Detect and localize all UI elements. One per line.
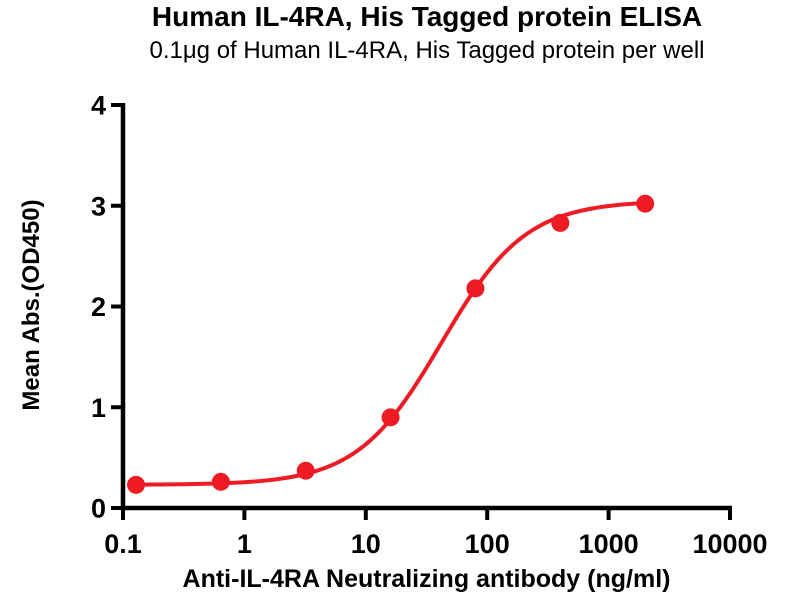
x-tick-label: 100: [465, 529, 510, 559]
y-tick-label: 0: [91, 494, 106, 524]
data-point: [296, 461, 315, 480]
y-tick-label: 3: [91, 191, 106, 221]
x-axis-title: Anti-IL-4RA Neutralizing antibody (ng/ml…: [183, 565, 671, 593]
x-tick-label: 10000: [692, 529, 767, 559]
data-point: [381, 408, 400, 427]
data-point: [551, 213, 570, 232]
x-tick-label: 1: [237, 529, 252, 559]
x-tick-label: 10: [351, 529, 381, 559]
chart-title: Human IL-4RA, His Tagged protein ELISA: [151, 1, 703, 32]
chart-subtitle: 0.1μg of Human IL-4RA, His Tagged protei…: [149, 37, 705, 64]
data-point: [466, 279, 485, 298]
x-tick-label: 0.1: [104, 529, 142, 559]
fit-curve: [134, 200, 648, 487]
y-tick-label: 4: [91, 91, 106, 121]
data-point: [127, 475, 146, 494]
data-point: [211, 472, 230, 491]
y-axis-title: Mean Abs.(OD450): [18, 199, 45, 410]
x-tick-label: 1000: [579, 529, 639, 559]
data-point: [636, 194, 655, 213]
y-tick-label: 1: [91, 393, 106, 423]
y-tick-label: 2: [91, 292, 106, 322]
